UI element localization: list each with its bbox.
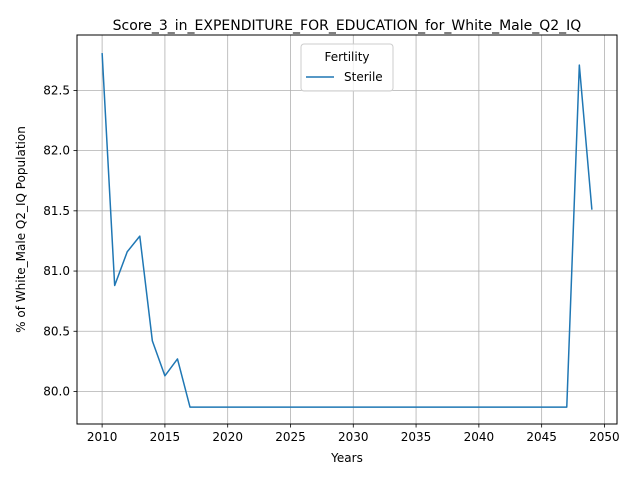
legend: Fertility Sterile <box>300 43 394 92</box>
y-axis-label: % of White_Male Q2_IQ Population <box>14 126 28 333</box>
x-axis-ticks: 2010 2015 2020 2025 2030 2035 2040 2045 2050 <box>87 424 620 444</box>
x-tick-label: 2035 <box>401 430 432 444</box>
y-tick-label: 81.5 <box>43 204 70 218</box>
y-tick-label: 81.0 <box>43 264 70 278</box>
x-tick-label: 2030 <box>338 430 369 444</box>
y-axis-ticks: 80.0 80.5 81.0 81.5 82.0 82.5 <box>43 83 77 398</box>
plot-content <box>101 53 593 408</box>
x-axis-label: Years <box>330 451 363 465</box>
x-tick-label: 2040 <box>464 430 495 444</box>
series-line-sterile <box>101 53 593 408</box>
y-tick-label: 80.0 <box>43 384 70 398</box>
legend-box <box>300 43 394 92</box>
legend-label-sterile: Sterile <box>344 70 383 84</box>
x-tick-label: 2015 <box>150 430 181 444</box>
x-tick-label: 2010 <box>87 430 118 444</box>
x-tick-label: 2050 <box>589 430 620 444</box>
legend-title: Fertility <box>324 50 369 64</box>
x-tick-label: 2020 <box>212 430 243 444</box>
x-tick-label: 2045 <box>526 430 557 444</box>
y-tick-label: 82.0 <box>43 144 70 158</box>
plot-frame <box>76 34 618 425</box>
y-tick-label: 82.5 <box>43 83 70 97</box>
y-tick-label: 80.5 <box>43 324 70 338</box>
x-tick-label: 2025 <box>275 430 306 444</box>
chart-title: Score_3_in_EXPENDITURE_FOR_EDUCATION_for… <box>113 18 582 34</box>
